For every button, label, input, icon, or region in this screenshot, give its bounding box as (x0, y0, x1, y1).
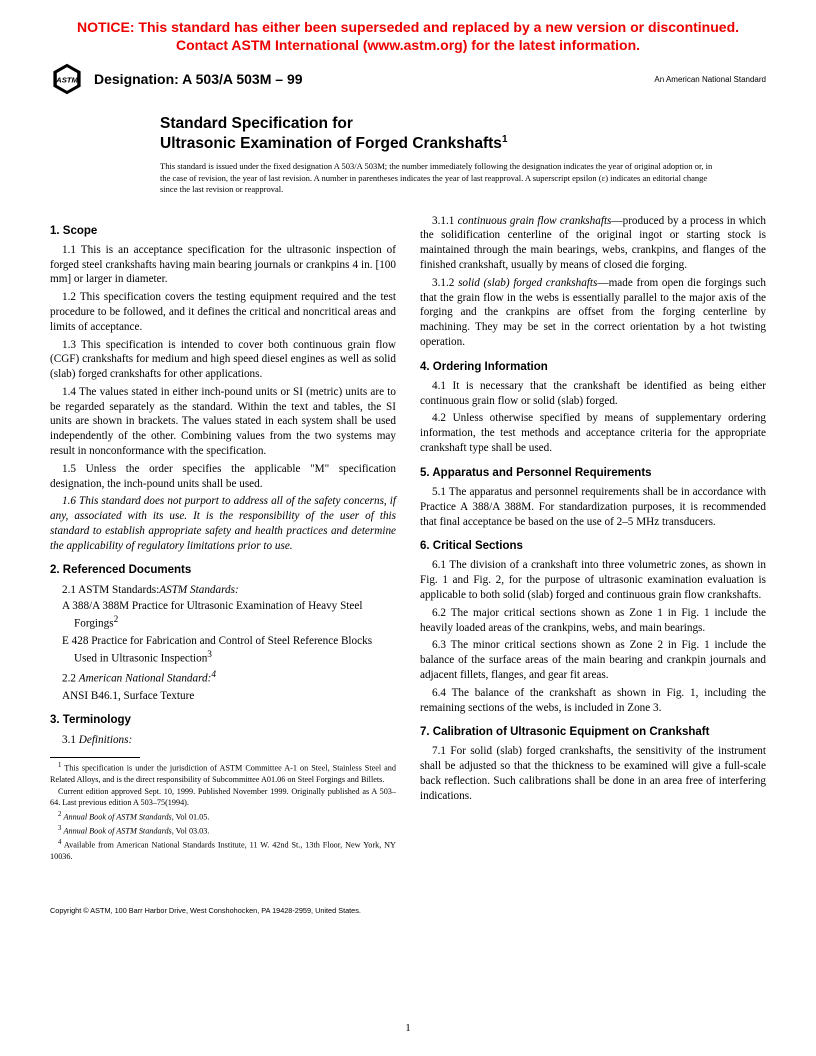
ref-e428: E 428 Practice for Fabrication and Contr… (62, 634, 396, 666)
notice-line1: NOTICE: This standard has either been su… (77, 19, 739, 35)
title-sup: 1 (502, 134, 508, 145)
svg-text:ASTM: ASTM (55, 76, 78, 85)
footnote-rule (50, 757, 140, 758)
sub-3-1: 3.1 Definitions: (62, 733, 396, 748)
para-1-5: 1.5 Unless the order specifies the appli… (50, 462, 396, 492)
title-block: Standard Specification for Ultrasonic Ex… (160, 114, 766, 153)
section-5-head: 5. Apparatus and Personnel Requirements (420, 466, 766, 481)
para-3-1-2: 3.1.2 solid (slab) forged crankshafts—ma… (420, 276, 766, 350)
para-1-4: 1.4 The values stated in either inch-pou… (50, 385, 396, 459)
para-1-2: 1.2 This specification covers the testin… (50, 290, 396, 334)
ref-ansi: ANSI B46.1, Surface Texture (62, 689, 396, 704)
para-3-1-1: 3.1.1 continuous grain flow crankshafts—… (420, 214, 766, 273)
para-1-1: 1.1 This is an acceptance specification … (50, 243, 396, 287)
section-6-head: 6. Critical Sections (420, 539, 766, 554)
header-row: ASTM Designation: A 503/A 503M – 99 An A… (50, 62, 766, 96)
para-6-3: 6.3 The minor critical sections shown as… (420, 638, 766, 682)
para-6-2: 6.2 The major critical sections shown as… (420, 606, 766, 636)
footnotes-block: 1 This specification is under the jurisd… (50, 762, 396, 862)
para-1-6: 1.6 This standard does not purport to ad… (50, 494, 396, 553)
notice-line2: Contact ASTM International (www.astm.org… (176, 37, 640, 53)
para-1-3: 1.3 This specification is intended to co… (50, 338, 396, 382)
sub-2-1: 2.1 ASTM Standards:ASTM Standards: (62, 583, 396, 598)
title-line1: Standard Specification for (160, 115, 353, 132)
sub-2-2: 2.2 American National Standard:4 (62, 669, 396, 687)
para-4-1: 4.1 It is necessary that the crankshaft … (420, 379, 766, 409)
notice-banner: NOTICE: This standard has either been su… (50, 18, 766, 54)
ref-a388: A 388/A 388M Practice for Ultrasonic Exa… (62, 599, 396, 631)
page-number: 1 (0, 1022, 816, 1034)
para-6-4: 6.4 The balance of the crankshaft as sho… (420, 686, 766, 716)
body-columns: 1. Scope 1.1 This is an acceptance speci… (50, 214, 766, 916)
american-standard-label: An American National Standard (654, 75, 766, 84)
section-3-head: 3. Terminology (50, 713, 396, 728)
para-5-1: 5.1 The apparatus and personnel requirem… (420, 485, 766, 529)
para-7-1: 7.1 For solid (slab) forged crankshafts,… (420, 744, 766, 803)
astm-logo-icon: ASTM (50, 62, 84, 96)
para-4-2: 4.2 Unless otherwise specified by means … (420, 411, 766, 455)
title-line2: Ultrasonic Examination of Forged Cranksh… (160, 135, 502, 152)
designation-label: Designation: A 503/A 503M – 99 (94, 71, 303, 87)
issued-note: This standard is issued under the fixed … (160, 161, 720, 195)
copyright-line: Copyright © ASTM, 100 Barr Harbor Drive,… (50, 906, 396, 916)
section-1-head: 1. Scope (50, 224, 396, 239)
para-6-1: 6.1 The division of a crankshaft into th… (420, 558, 766, 602)
section-4-head: 4. Ordering Information (420, 360, 766, 375)
section-2-head: 2. Referenced Documents (50, 563, 396, 578)
section-7-head: 7. Calibration of Ultrasonic Equipment o… (420, 725, 766, 740)
